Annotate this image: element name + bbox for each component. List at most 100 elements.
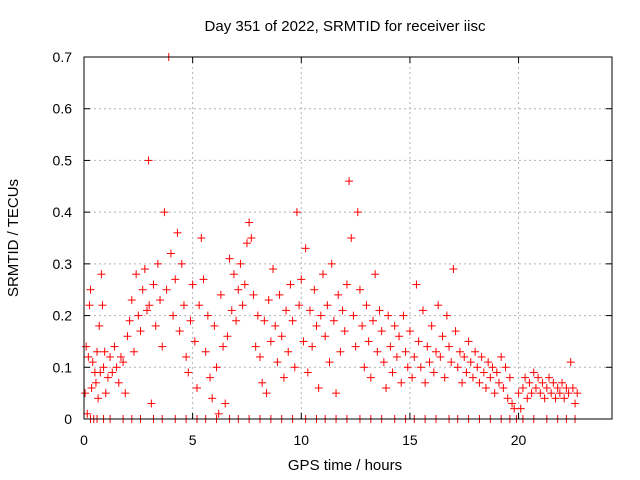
- data-point-plus: [460, 352, 469, 361]
- data-point-plus: [425, 358, 434, 367]
- data-point-plus: [290, 363, 299, 372]
- data-point-plus: [571, 399, 580, 408]
- data-point-plus: [114, 378, 123, 387]
- data-point-plus: [338, 306, 347, 315]
- data-point-plus: [382, 383, 391, 392]
- data-point-plus: [471, 347, 480, 356]
- data-point-plus: [158, 342, 167, 351]
- data-point-plus: [95, 321, 104, 330]
- data-point-plus: [240, 280, 249, 289]
- data-point-plus: [83, 409, 92, 418]
- data-point-plus: [432, 347, 440, 356]
- data-point-plus: [197, 234, 206, 242]
- data-point-plus: [227, 306, 236, 315]
- data-point-plus: [266, 337, 275, 346]
- data-point-plus: [521, 373, 530, 382]
- data-point-plus: [429, 368, 438, 377]
- data-point-plus: [295, 301, 304, 310]
- data-point-plus: [451, 327, 460, 336]
- x-tick-label: 0: [80, 432, 88, 448]
- data-point-plus: [162, 285, 171, 294]
- data-point-plus: [156, 296, 165, 305]
- data-point-plus: [477, 352, 486, 361]
- data-point-plus: [503, 394, 512, 403]
- data-point-plus: [401, 347, 410, 356]
- data-point-plus: [349, 311, 358, 320]
- data-point-plus: [262, 389, 271, 398]
- data-point-plus: [308, 342, 317, 351]
- data-point-plus: [242, 239, 251, 248]
- data-point-plus: [173, 228, 182, 237]
- data-point-plus: [488, 363, 497, 372]
- data-point-plus: [414, 337, 423, 346]
- data-point-plus: [88, 358, 97, 367]
- data-point-plus: [177, 259, 186, 268]
- data-point-plus: [527, 389, 536, 398]
- data-point-plus: [216, 290, 225, 299]
- data-point-plus: [523, 394, 532, 403]
- data-point-plus: [329, 316, 338, 325]
- data-point-plus: [284, 347, 293, 356]
- data-point-plus: [423, 342, 432, 351]
- data-point-plus: [332, 389, 341, 398]
- data-point-plus: [486, 373, 495, 382]
- data-point-plus: [119, 358, 128, 367]
- data-point-plus: [214, 409, 223, 418]
- data-point-plus: [195, 301, 204, 310]
- y-tick-label: 0.5: [53, 152, 73, 168]
- data-point-plus: [87, 383, 96, 392]
- data-point-plus: [212, 363, 221, 372]
- data-point-plus: [100, 347, 109, 356]
- data-point-plus: [340, 327, 349, 336]
- data-point-plus: [219, 342, 228, 351]
- data-point-plus: [555, 389, 564, 398]
- data-point-plus: [303, 368, 312, 377]
- data-point-plus: [497, 352, 506, 361]
- data-point-plus: [371, 270, 380, 279]
- data-point-plus: [245, 218, 254, 227]
- data-point-plus: [192, 383, 201, 392]
- data-point-plus: [538, 378, 547, 387]
- data-point-plus: [466, 358, 475, 367]
- data-point-plus: [321, 332, 330, 341]
- data-point-plus: [462, 368, 471, 377]
- data-point-plus: [203, 311, 212, 320]
- data-point-plus: [132, 270, 141, 279]
- data-point-plus: [134, 311, 143, 320]
- data-point-plus: [182, 352, 191, 361]
- data-point-plus: [234, 285, 243, 294]
- data-point-plus: [108, 368, 117, 377]
- data-point-plus: [323, 301, 332, 310]
- data-point-plus: [210, 321, 219, 330]
- data-point-plus: [208, 394, 217, 403]
- data-point-plus: [149, 280, 158, 289]
- data-point-plus: [514, 389, 523, 398]
- data-point-plus: [136, 327, 145, 336]
- data-point-plus: [438, 332, 447, 341]
- data-point-plus: [103, 373, 112, 382]
- data-point-plus: [345, 177, 354, 186]
- data-point-plus: [127, 296, 136, 305]
- x-tick-label: 10: [293, 432, 309, 448]
- data-point-plus: [362, 301, 371, 310]
- y-tick-label: 0: [64, 411, 72, 427]
- data-point-plus: [96, 368, 105, 377]
- data-point-plus: [143, 306, 152, 315]
- data-point-plus: [388, 368, 397, 377]
- x-axis-label: GPS time / hours: [288, 457, 402, 474]
- data-point-plus: [325, 358, 334, 367]
- data-point-plus: [256, 352, 264, 361]
- data-point-plus: [505, 373, 514, 382]
- data-point-plus: [238, 301, 247, 310]
- data-point-plus: [221, 399, 230, 408]
- data-point-plus: [314, 383, 323, 392]
- data-point-plus: [301, 244, 310, 253]
- data-point-plus: [358, 321, 367, 330]
- data-point-plus: [399, 311, 408, 320]
- data-point-plus: [368, 316, 377, 325]
- data-point-plus: [553, 383, 562, 392]
- data-point-plus: [175, 327, 184, 336]
- data-point-plus: [81, 389, 90, 398]
- data-point-plus: [351, 342, 360, 351]
